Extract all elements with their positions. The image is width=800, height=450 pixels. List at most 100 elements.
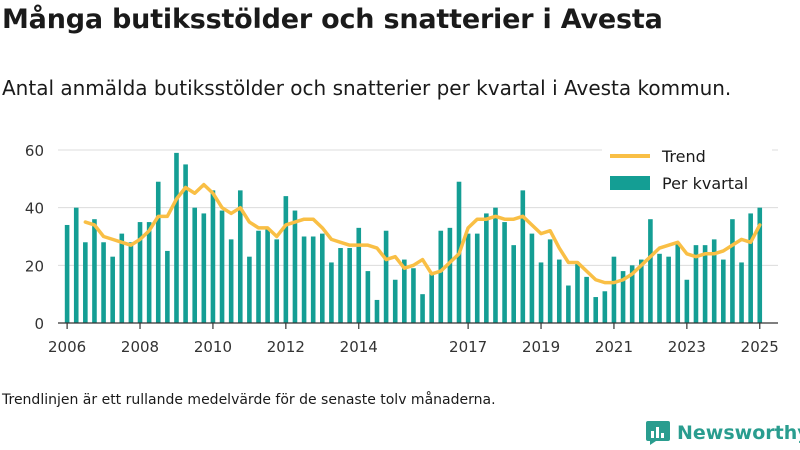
bar (757, 207, 763, 323)
newsworthy-icon (646, 421, 670, 445)
bar (420, 294, 425, 323)
x-tick-label: 2010 (194, 338, 232, 356)
bar (155, 181, 161, 323)
bar (730, 219, 735, 323)
bar (511, 245, 516, 323)
brand-logo: Newsworthy (645, 420, 800, 446)
bar (383, 230, 389, 323)
bar (101, 242, 106, 323)
bar (402, 259, 407, 323)
bar (484, 213, 489, 323)
bar (638, 259, 644, 323)
bar (237, 190, 243, 323)
bar (629, 265, 635, 323)
bar (575, 262, 580, 323)
bar (274, 239, 280, 323)
bar (392, 279, 398, 323)
bar (666, 256, 671, 323)
y-tick-label: 20 (25, 257, 44, 275)
bar (329, 262, 334, 323)
bar (411, 268, 416, 323)
bar (702, 245, 708, 323)
legend-bar-label: Per kvartal (662, 174, 748, 193)
chart-area: 0 20 40 60 2006 2008 2010 2012 2014 2017 2019 2021 2… (25, 142, 779, 356)
bar (566, 285, 571, 323)
bar (711, 239, 717, 323)
bar (502, 222, 507, 323)
y-tick-label: 60 (25, 142, 44, 160)
bar (465, 233, 471, 323)
bar (739, 262, 744, 323)
bar (137, 222, 143, 323)
bar (247, 256, 252, 323)
chart-title: Många butiksstölder och snatterier i Ave… (2, 4, 663, 35)
bar (128, 242, 134, 323)
bar (119, 233, 125, 323)
bar (693, 245, 699, 323)
bar (547, 239, 553, 323)
bar (338, 248, 343, 323)
bar (301, 236, 307, 323)
legend-bar-swatch (610, 176, 650, 190)
bar (356, 227, 362, 323)
bar (92, 219, 97, 323)
bar (538, 262, 544, 323)
bar (648, 219, 653, 323)
y-tick-label: 0 (34, 315, 44, 333)
x-tick-label: 2012 (267, 338, 305, 356)
bar (721, 259, 726, 323)
bar (183, 164, 188, 323)
bar (529, 233, 535, 323)
legend: Trend Per kvartal (602, 147, 772, 198)
bar (347, 248, 352, 323)
bar (365, 271, 371, 323)
bar (493, 207, 498, 323)
bar (374, 299, 380, 323)
x-tick-label: 2025 (741, 338, 779, 356)
bar (292, 210, 298, 323)
bar (228, 239, 234, 323)
bar (201, 213, 207, 323)
bar (165, 250, 170, 323)
bar (192, 207, 198, 323)
y-tick-label: 40 (25, 200, 44, 218)
x-tick-label: 2023 (668, 338, 706, 356)
bar (310, 236, 316, 323)
bar (657, 253, 662, 323)
legend-trend-label: Trend (661, 147, 706, 166)
bar (438, 230, 444, 323)
bar (429, 273, 434, 323)
bar (73, 207, 79, 323)
footnote: Trendlinjen är ett rullande medelvärde f… (2, 392, 496, 408)
bar (675, 242, 681, 323)
brand-name: Newsworthy (677, 422, 800, 444)
bar (602, 291, 608, 323)
bar (748, 213, 753, 323)
bar (520, 190, 526, 323)
x-tick-label: 2019 (522, 338, 560, 356)
bar (174, 152, 179, 323)
bar (219, 210, 225, 323)
bar (83, 242, 88, 323)
trend-series (83, 182, 762, 285)
bar (320, 233, 325, 323)
bar-series (64, 152, 763, 323)
bar (556, 259, 562, 323)
bar (593, 297, 599, 323)
bar (584, 276, 589, 323)
axes: 0 20 40 60 2006 2008 2010 2012 2014 2017 2019 2021 2… (25, 142, 779, 356)
x-tick-label: 2006 (48, 338, 86, 356)
chart-subtitle: Antal anmälda butiksstölder och snatteri… (2, 76, 732, 100)
trend-line (83, 182, 762, 285)
bar (256, 230, 261, 323)
x-tick-label: 2008 (121, 338, 159, 356)
bar (64, 224, 70, 323)
bar (265, 227, 270, 323)
bar (146, 222, 152, 323)
bar (210, 190, 216, 323)
bar (447, 227, 453, 323)
x-tick-label: 2014 (340, 338, 378, 356)
bar (620, 271, 626, 323)
x-tick-label: 2021 (595, 338, 633, 356)
bar (474, 233, 480, 323)
